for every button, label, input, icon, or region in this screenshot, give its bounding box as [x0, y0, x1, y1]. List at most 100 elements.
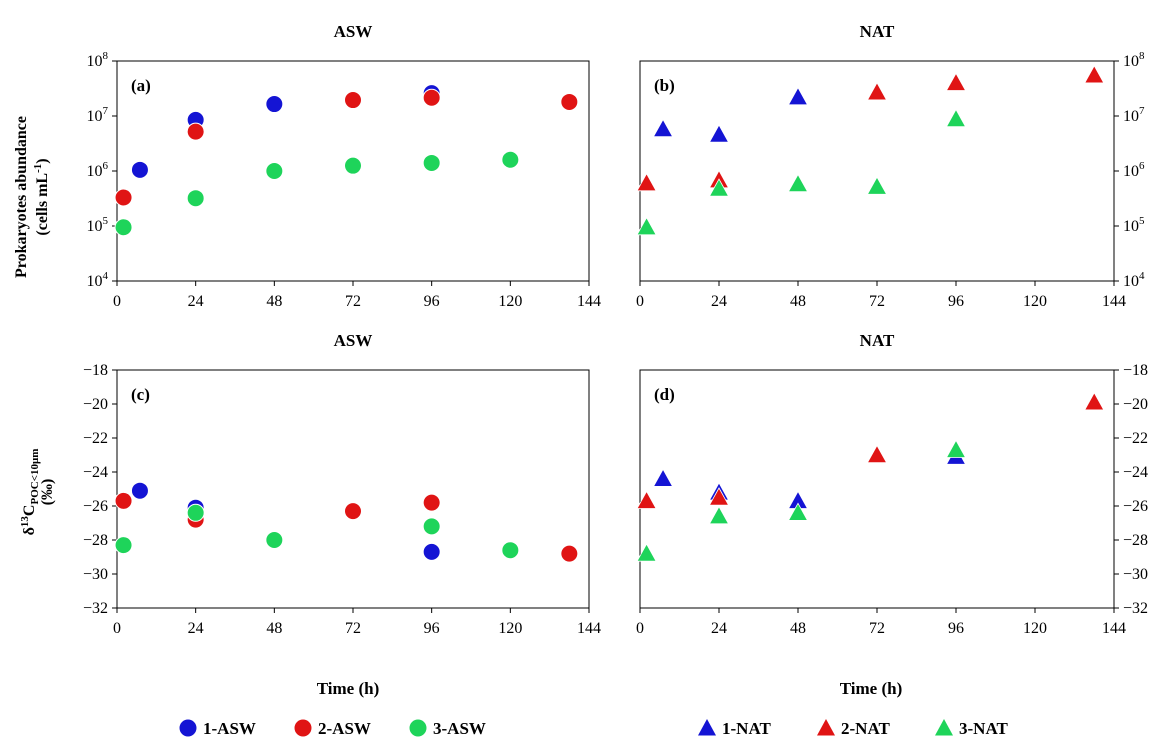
x-tick-label: 96	[948, 293, 964, 310]
x-tick-label: 24	[711, 293, 727, 310]
y-tick-label: −18	[83, 362, 108, 379]
x-tick-label: 48	[266, 620, 282, 637]
panel-letter: (d)	[654, 385, 675, 404]
legend-marker	[294, 719, 312, 737]
data-point	[422, 153, 441, 172]
data-point	[130, 481, 149, 500]
y-tick-label: −30	[1123, 566, 1148, 583]
y-title-permil: (‰)	[39, 479, 56, 506]
data-point	[636, 490, 657, 509]
data-point	[708, 178, 730, 197]
x-tick-label: 120	[498, 620, 522, 637]
y-tick-label: −22	[83, 430, 108, 447]
series-3-NAT	[636, 439, 967, 562]
data-point	[945, 108, 967, 128]
y-tick-label: −30	[83, 566, 108, 583]
x-tick-label: 0	[113, 620, 121, 637]
data-point	[422, 493, 441, 512]
data-point	[866, 81, 888, 101]
x-tick-label: 0	[636, 293, 644, 310]
y-title-line1: Prokaryotes abundance	[13, 116, 30, 278]
y-tick-label: 107	[87, 105, 109, 125]
data-point	[501, 150, 520, 169]
plot-frame	[639, 369, 1115, 609]
data-point	[186, 189, 205, 208]
y-axis-title-abundance-unit: (cells mL-1)	[32, 158, 51, 235]
data-point	[265, 531, 284, 549]
x-tick-label: 0	[113, 293, 121, 310]
panel-3: ASW (c) 0 24 48 72 96 120 144 −18 −20 −22 −24 −26 −28 −…	[83, 331, 601, 637]
y-tick-label: −22	[1123, 430, 1148, 447]
legend-marker	[817, 719, 835, 736]
x-tick-label: 96	[424, 293, 440, 310]
series-2-ASW	[114, 491, 579, 563]
legend-item: 1-ASW	[179, 719, 256, 738]
x-tick-label: 120	[498, 293, 522, 310]
data-point	[130, 160, 149, 179]
data-point	[636, 543, 657, 562]
series-2-NAT	[636, 64, 1105, 192]
data-point	[866, 176, 888, 195]
data-point	[787, 502, 809, 521]
legend-marker	[935, 719, 953, 736]
data-point	[501, 541, 520, 560]
panel-title: NAT	[860, 331, 895, 350]
data-point	[708, 124, 730, 143]
data-point	[186, 503, 205, 522]
y-axis-title-d13c: δ13CPOC<10μm	[19, 449, 41, 536]
x-tick-label: 72	[345, 293, 361, 310]
x-tick-label: 48	[790, 620, 806, 637]
y-axis-title-abundance: Prokaryotes abundance	[13, 116, 30, 278]
data-point	[114, 536, 133, 555]
data-point	[708, 505, 730, 525]
panel-title: ASW	[334, 22, 373, 41]
y-title-unit-main: (cells mL	[34, 173, 51, 236]
y-title-sup13: 13	[19, 516, 31, 528]
x-tick-label: 72	[869, 293, 885, 310]
data-point	[344, 156, 362, 175]
x-tick-label: 144	[577, 620, 601, 637]
y-title-delta: δ	[21, 527, 38, 535]
x-tick-label: 96	[948, 620, 964, 637]
x-axis-title-left: Time (h)	[317, 679, 380, 698]
data-point	[422, 542, 441, 561]
x-tick-label: 0	[636, 620, 644, 637]
data-point	[945, 439, 967, 458]
series-3-ASW	[114, 150, 520, 237]
y-tick-label: 106	[1123, 160, 1145, 180]
y-tick-label: −18	[1123, 362, 1148, 379]
legend: 1-ASW 2-ASW 3-ASW 1-NAT 2-NAT 3-NAT	[179, 719, 1008, 738]
y-tick-label: −32	[1123, 600, 1148, 617]
x-tick-label: 96	[424, 620, 440, 637]
y-title-c: C	[21, 505, 38, 517]
legend-marker	[179, 719, 197, 737]
panel-letter: (c)	[131, 385, 150, 404]
legend-item: 2-NAT	[817, 719, 890, 738]
panel-title: ASW	[334, 331, 373, 350]
series-1-NAT	[652, 86, 809, 143]
legend-label: 2-ASW	[318, 719, 371, 738]
legend-marker	[698, 719, 716, 736]
x-tick-label: 72	[345, 620, 361, 637]
series-1-ASW	[130, 481, 441, 561]
series-2-NAT	[636, 391, 1105, 509]
y-tick-label: 108	[87, 50, 109, 70]
series-3-ASW	[114, 503, 520, 560]
panel-1: ASW (a) 0 24 48 72 96 120 144 104 105 106 107 108	[87, 22, 602, 310]
y-tick-label: 108	[1123, 50, 1145, 70]
panel-letter: (b)	[654, 76, 675, 95]
data-point	[866, 444, 888, 464]
x-tick-label: 144	[577, 293, 601, 310]
y-title-unit-end: )	[34, 158, 51, 163]
data-point	[114, 491, 133, 510]
x-tick-label: 48	[790, 293, 806, 310]
y-title-unit-sup: -1	[32, 164, 44, 173]
data-point	[114, 188, 133, 207]
legend-label: 3-ASW	[433, 719, 486, 738]
data-point	[560, 544, 579, 563]
y-tick-label: 104	[87, 270, 109, 290]
panel-title: NAT	[860, 22, 895, 41]
legend-item: 1-NAT	[698, 719, 771, 738]
data-point	[945, 72, 967, 91]
